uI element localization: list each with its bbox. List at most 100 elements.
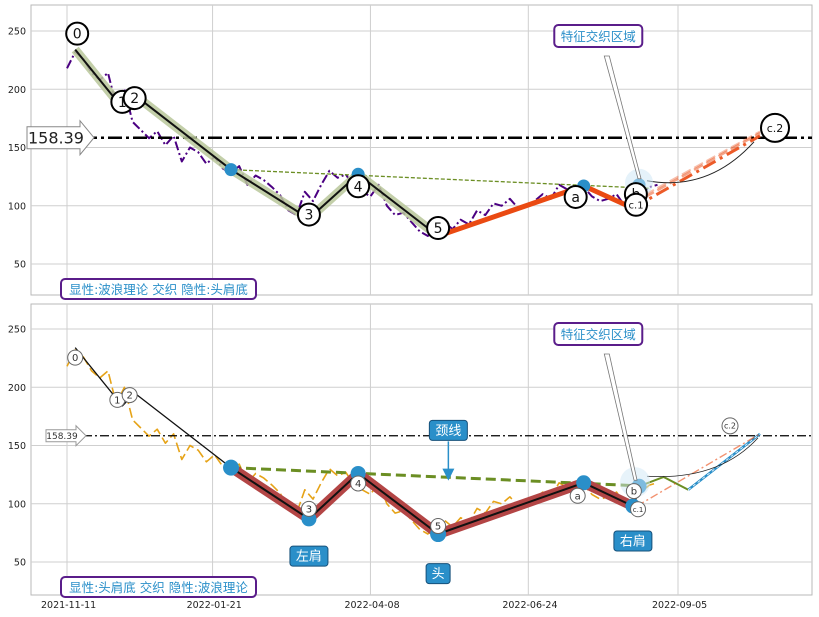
x-tick-label: 2022-06-24	[502, 600, 557, 611]
y-tick-label: 150	[8, 143, 26, 154]
wave-label-3-circle	[300, 500, 317, 517]
wave-label-c1-circle	[630, 501, 647, 518]
projection-line	[632, 131, 761, 205]
wave-label-0: 0	[73, 27, 82, 43]
callout-box	[289, 545, 329, 567]
callout-label: 左肩	[296, 549, 322, 565]
x-tick-label: 2022-04-08	[344, 600, 399, 611]
wave-label-a: a	[571, 190, 580, 206]
top-legend-box: 显性:波浪理论 交织 隐性:头肩底	[60, 278, 257, 300]
top-grid	[31, 5, 812, 295]
y-tick-label: 100	[8, 499, 26, 510]
price-series-line	[66, 51, 658, 237]
callout-label: 颈线	[435, 424, 461, 439]
projection-arc	[646, 141, 755, 184]
top-legend-label: 显性:波浪理论 交织 隐性:头肩底	[69, 282, 248, 297]
y-tick-label: 250	[8, 325, 26, 336]
region-callout-label: 特征交织区域	[561, 29, 636, 44]
wave-path	[74, 347, 232, 469]
x-tick-label: 2022-09-05	[652, 600, 707, 611]
region-callout-label: 特征交织区域	[561, 327, 636, 342]
wave-label-4: 4	[355, 479, 361, 490]
x-axis: 2021-11-11 2022-01-21 2022-04-08 2022-06-24…	[41, 600, 707, 611]
wave-label-b: b	[631, 487, 637, 498]
wave-label-2: 2	[126, 391, 132, 402]
y-tick-label: 150	[8, 441, 26, 452]
price-series-line	[66, 349, 658, 535]
region-callout-box	[553, 24, 644, 48]
y-tick-label: 250	[8, 27, 26, 38]
level-tag-arrow	[45, 424, 87, 447]
wave-label-2: 2	[130, 91, 139, 107]
wave-label-5: 5	[434, 221, 443, 237]
bottom-legend-label: 显性:头肩底 交织 隐性:波浪理论	[69, 580, 248, 595]
abc-path	[437, 183, 642, 239]
wave-label-4-circle	[350, 475, 367, 492]
wave-label-b-circle	[625, 483, 642, 500]
wave-label-c2-circle	[760, 112, 791, 143]
region-callout-pointer	[603, 353, 638, 481]
hs-node	[223, 459, 240, 476]
x-tick-label: 2021-11-11	[41, 600, 96, 611]
wave-label-a-circle	[569, 487, 586, 504]
callout-box	[428, 419, 468, 441]
y-tick-label: 200	[8, 85, 26, 96]
wave-label-2-circle	[122, 86, 147, 111]
wave-label-1: 1	[118, 95, 127, 111]
wave-label-5-circle	[430, 518, 447, 535]
x-tick-label: 2022-01-21	[187, 600, 242, 611]
projection-arc	[647, 437, 759, 478]
wave-label-c2: c.2	[767, 122, 784, 135]
callout-box	[425, 563, 451, 585]
wave-label-c1: c.1	[629, 200, 644, 211]
top-y-axis: 50 100 150 200 250	[8, 27, 26, 271]
bottom-grid	[31, 304, 812, 595]
wave-label-a-circle	[563, 184, 588, 209]
callout-label: 头	[432, 567, 445, 582]
wave-label-c2-circle	[721, 417, 739, 435]
hs-path	[230, 466, 634, 535]
projection-line	[636, 433, 761, 507]
wave-label-3: 3	[304, 208, 313, 224]
callout-box	[613, 530, 653, 552]
wave-label-3-circle	[296, 202, 321, 227]
wave-label-0-circle	[67, 349, 84, 366]
wave-path	[74, 48, 439, 237]
wave-label-3: 3	[306, 504, 312, 515]
projection-line	[632, 134, 761, 210]
y-tick-label: 200	[8, 383, 26, 394]
bottom-legend-box: 显性:头肩底 交织 隐性:波浪理论	[60, 576, 257, 598]
wave-label-5-circle	[426, 216, 451, 241]
wave-label-4: 4	[354, 179, 363, 195]
region-callout-box	[553, 322, 644, 346]
y-tick-label: 100	[8, 201, 26, 212]
wave-label-5: 5	[435, 522, 441, 533]
level-tag-label: 158.39	[28, 129, 84, 148]
wave-node	[224, 163, 238, 177]
wave-label-a: a	[575, 491, 581, 502]
wave-halo	[71, 46, 441, 240]
wave-label-c1-circle	[624, 192, 649, 217]
wave-label-2-circle	[121, 387, 138, 404]
level-tag-arrow	[26, 119, 95, 157]
projection-blue	[687, 432, 761, 491]
level-tag-label: 158.39	[46, 432, 78, 442]
hs-node	[576, 475, 592, 491]
wave-label-0: 0	[72, 353, 78, 364]
wave-label-1: 1	[114, 395, 120, 406]
wave-label-0-circle	[65, 21, 90, 46]
wave-label-c1: c.1	[633, 506, 644, 514]
wave-label-c2: c.2	[724, 422, 736, 431]
y-tick-label: 50	[14, 558, 26, 569]
projection-line	[632, 130, 761, 203]
y-tick-label: 50	[14, 260, 26, 271]
region-callout-pointer	[603, 55, 642, 180]
wave-label-4-circle	[346, 174, 371, 199]
bottom-y-axis: 50 100 150 200 250	[8, 325, 26, 569]
callout-label: 右肩	[620, 534, 646, 550]
